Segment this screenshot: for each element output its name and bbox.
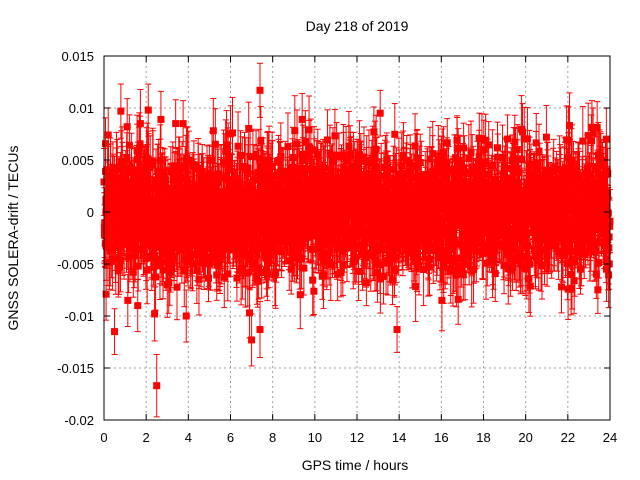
point-marker xyxy=(229,129,236,136)
point-marker xyxy=(180,120,187,127)
point-marker xyxy=(130,269,137,276)
point-marker xyxy=(264,270,271,277)
point-marker xyxy=(272,270,279,277)
point-marker xyxy=(150,161,157,168)
point-marker xyxy=(223,141,230,148)
point-marker xyxy=(116,264,123,271)
point-marker xyxy=(173,284,180,291)
point-marker xyxy=(254,278,261,285)
point-marker xyxy=(245,125,252,132)
point-marker xyxy=(172,120,179,127)
chart: 0 2 4 6 8 10 12 14 16 18 20 22 24-0.02-0.015-0.01-0.… xyxy=(0,0,640,480)
point-marker xyxy=(137,120,144,127)
point-marker xyxy=(265,258,272,265)
point-marker xyxy=(124,297,131,304)
